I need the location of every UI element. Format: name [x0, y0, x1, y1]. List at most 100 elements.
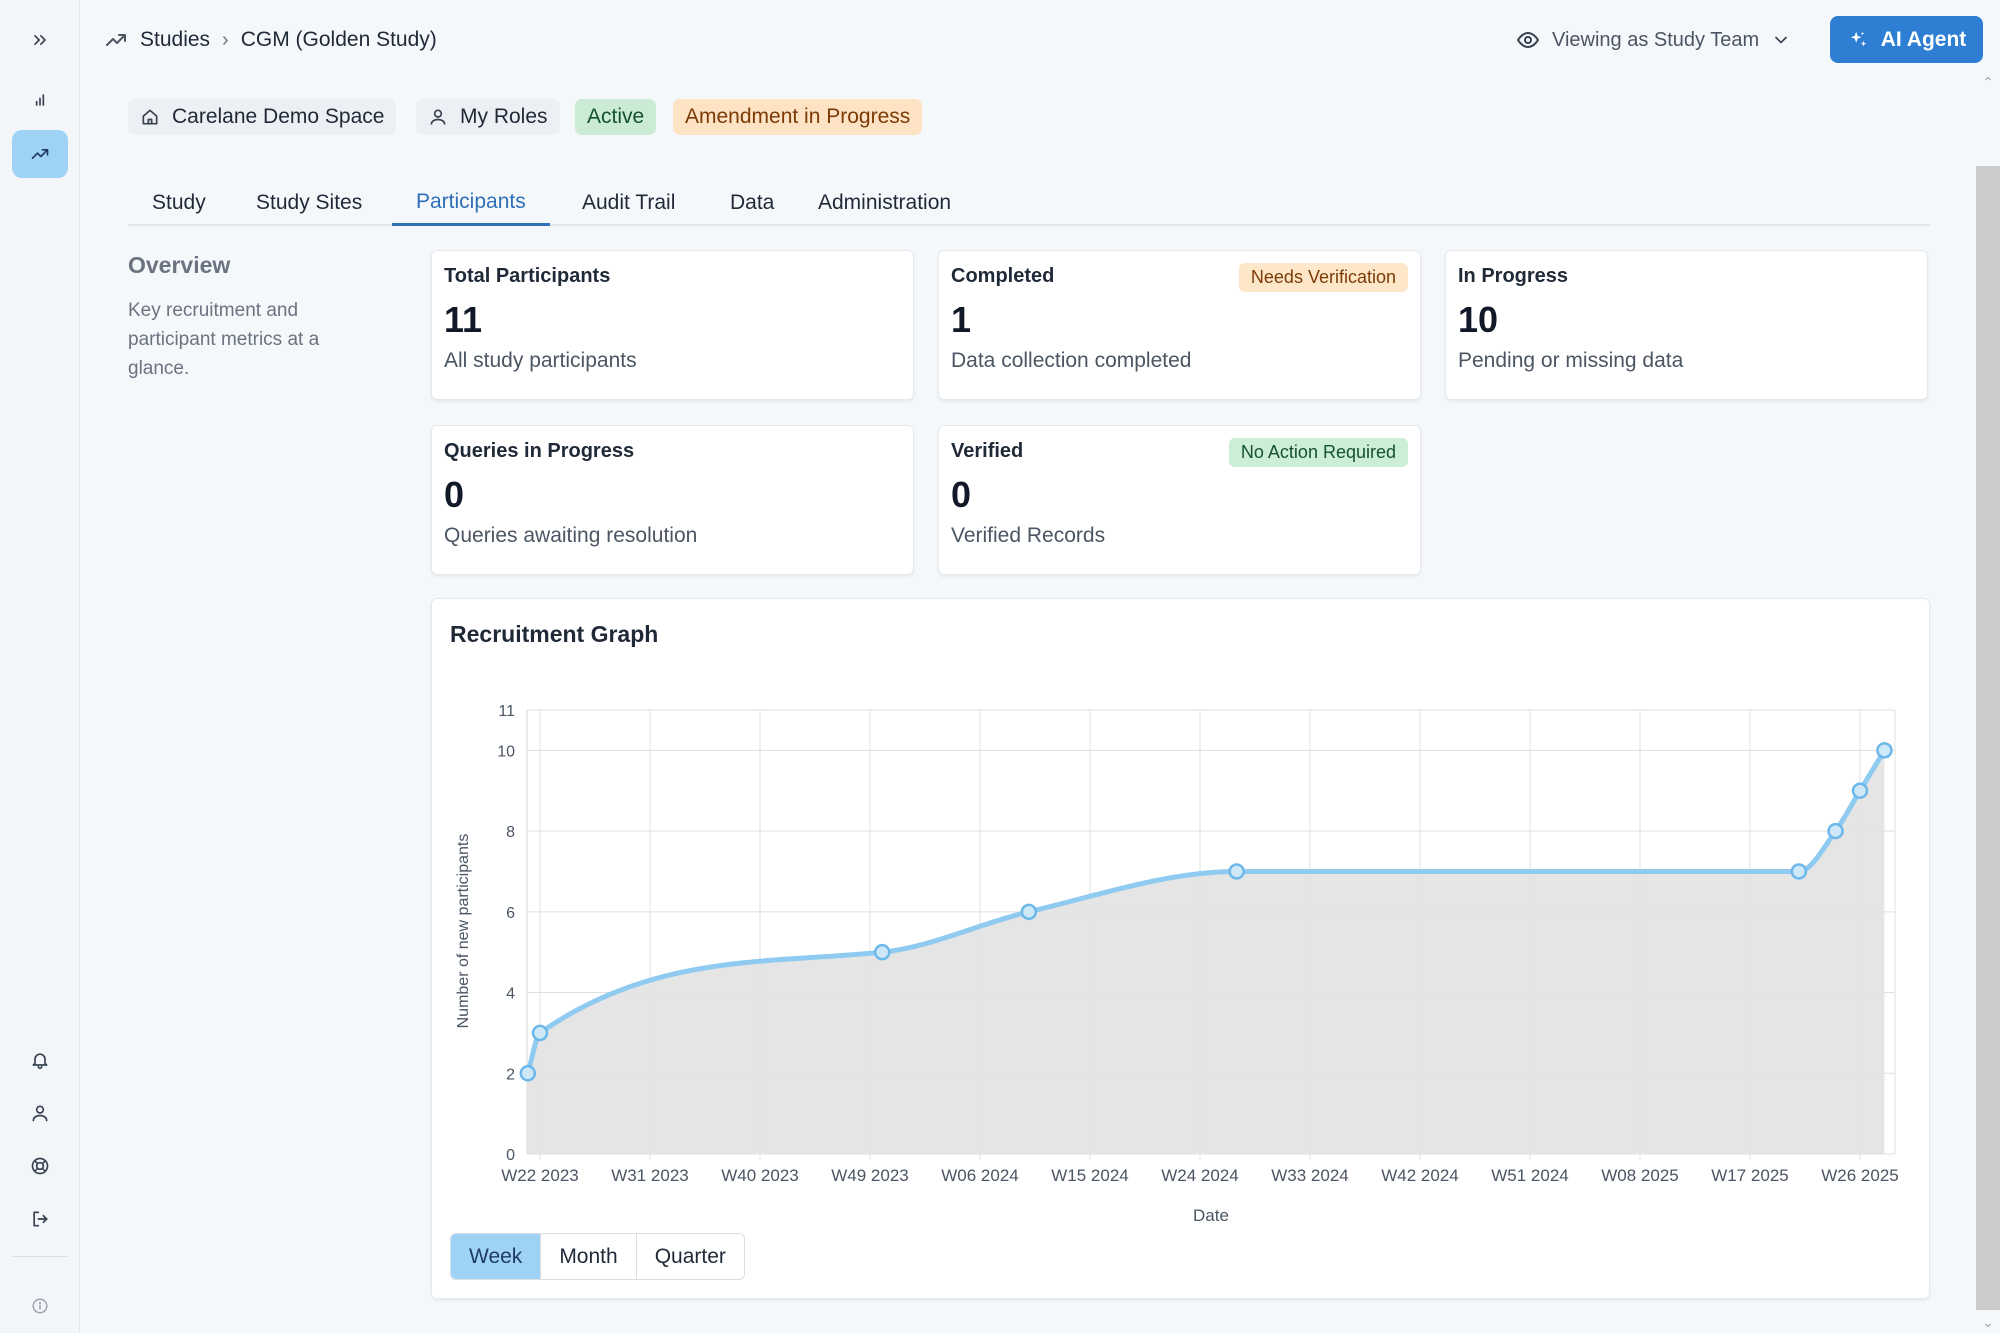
card-title: In Progress: [1458, 265, 1569, 287]
x-tick-label: W42 2024: [1381, 1166, 1459, 1185]
tab-study-sites[interactable]: Study Sites: [256, 191, 363, 214]
card-subtitle: Data collection completed: [951, 349, 1192, 372]
card-queries-in-progress: Queries in Progress 0 Queries awaiting r…: [431, 425, 914, 575]
card-value: 0: [444, 474, 465, 515]
data-point[interactable]: [1020, 903, 1038, 921]
range-month-button[interactable]: Month: [541, 1234, 637, 1279]
no-action-required-badge: No Action Required: [1228, 438, 1408, 467]
card-value: 1: [951, 299, 972, 340]
user-icon: [430, 109, 446, 125]
viewing-as-label: Viewing as Study Team: [1552, 28, 1760, 51]
logout-icon: [33, 1211, 48, 1227]
range-selector: Week Month Quarter: [450, 1233, 745, 1280]
nav-dashboard-button[interactable]: [12, 76, 68, 124]
bell-icon: [32, 1053, 48, 1070]
tab-participants[interactable]: Participants: [392, 180, 550, 226]
card-subtitle: Pending or missing data: [1458, 349, 1684, 372]
needs-verification-badge: Needs Verification: [1238, 263, 1408, 292]
notifications-button[interactable]: [12, 1036, 68, 1084]
y-tick-label: 6: [506, 905, 515, 922]
sparkles-icon: [1850, 31, 1866, 46]
card-subtitle: Queries awaiting resolution: [444, 524, 698, 547]
status-badge: Active: [575, 99, 657, 135]
data-point[interactable]: [519, 1065, 537, 1082]
tab-administration[interactable]: Administration: [818, 191, 952, 214]
data-point[interactable]: [1876, 742, 1893, 759]
data-point[interactable]: [1790, 863, 1808, 880]
workspace-label: Carelane Demo Space: [172, 105, 385, 128]
card-value: 0: [951, 474, 972, 515]
data-point[interactable]: [531, 1024, 549, 1042]
tab-data[interactable]: Data: [730, 191, 775, 214]
range-week-button[interactable]: Week: [451, 1234, 542, 1279]
user-icon: [32, 1105, 48, 1122]
y-tick-label: 8: [506, 824, 515, 841]
home-icon: [142, 109, 158, 125]
breadcrumb: Studies › CGM (Golden Study): [104, 24, 437, 56]
y-tick-label: 2: [506, 1066, 515, 1083]
logout-button[interactable]: [12, 1195, 68, 1243]
x-tick-label: W17 2025: [1711, 1166, 1789, 1185]
ai-agent-button[interactable]: AI Agent: [1830, 16, 1983, 63]
card-title: Completed: [951, 265, 1055, 287]
x-tick-label: W33 2024: [1271, 1166, 1349, 1185]
card-completed: Completed Needs Verification 1 Data coll…: [938, 250, 1421, 400]
chevron-down-icon: [1775, 36, 1788, 44]
lifebuoy-icon: [31, 1157, 49, 1175]
data-point[interactable]: [873, 943, 891, 961]
my-roles-pill[interactable]: My Roles: [416, 99, 560, 135]
x-tick-label: W06 2024: [941, 1166, 1019, 1185]
x-tick-label: W49 2023: [831, 1166, 909, 1185]
expand-sidebar-button[interactable]: [12, 16, 68, 64]
scrollbar-thumb[interactable]: [1976, 166, 2000, 1310]
y-tick-label: 0: [506, 1147, 515, 1164]
amendment-label: Amendment in Progress: [685, 105, 911, 128]
card-title: Verified: [951, 440, 1024, 462]
x-tick-label: W08 2025: [1601, 1166, 1679, 1185]
nav-studies-button[interactable]: [12, 130, 68, 178]
card-title: Queries in Progress: [444, 440, 635, 462]
scroll-up-arrow[interactable]: ⌃: [1982, 74, 1994, 90]
x-axis-ticks: W22 2023 W31 2023 W40 2023 W49 2023 W06 2024…: [501, 1166, 1899, 1185]
ai-agent-label: AI Agent: [1880, 27, 1967, 51]
tab-bar: Study Study Sites Participants Audit Tra…: [128, 180, 1930, 226]
workspace-pill[interactable]: Carelane Demo Space: [128, 99, 397, 135]
y-tick-label: 11: [498, 703, 515, 720]
info-button[interactable]: [12, 1282, 68, 1330]
card-subtitle: All study participants: [444, 349, 637, 372]
data-point[interactable]: [1851, 782, 1869, 799]
scroll-down-arrow[interactable]: ⌄: [1982, 1314, 1994, 1330]
x-tick-label: W51 2024: [1491, 1166, 1569, 1185]
status-label: Active: [587, 105, 645, 128]
x-tick-label: W24 2024: [1161, 1166, 1239, 1185]
data-point[interactable]: [1827, 822, 1844, 840]
breadcrumb-current: CGM (Golden Study): [240, 28, 437, 51]
info-icon: [32, 1298, 48, 1314]
trend-up-icon: [31, 149, 49, 159]
y-axis-label: Number of new participants: [455, 834, 472, 1029]
recruitment-graph-panel: 0 2 4 6 8 10 11 W22 2023 W31 2023 W40 2023 W49 20…: [431, 598, 1930, 1299]
chevron-right-icon: ›: [222, 28, 229, 51]
range-quarter-button[interactable]: Quarter: [636, 1234, 744, 1279]
x-tick-label: W26 2025: [1821, 1166, 1899, 1185]
overview-title: Overview: [128, 252, 231, 278]
card-value: 10: [1458, 299, 1499, 340]
eye-icon: [1516, 31, 1540, 49]
card-title: Total Participants: [444, 265, 611, 287]
x-tick-label: W15 2024: [1051, 1166, 1129, 1185]
bar-chart-icon: [35, 94, 45, 106]
rail-divider: [12, 1256, 68, 1257]
viewing-as-dropdown[interactable]: Viewing as Study Team: [1516, 24, 1791, 56]
data-point[interactable]: [1228, 863, 1245, 880]
card-verified: Verified No Action Required 0 Verified R…: [938, 425, 1421, 575]
y-tick-label: 4: [506, 986, 515, 1003]
x-tick-label: W22 2023: [501, 1166, 579, 1185]
my-roles-label: My Roles: [460, 105, 548, 128]
amendment-badge: Amendment in Progress: [673, 99, 923, 135]
profile-button[interactable]: [12, 1089, 68, 1137]
tab-study[interactable]: Study: [152, 191, 206, 214]
breadcrumb-studies-link[interactable]: Studies: [140, 28, 211, 51]
help-button[interactable]: [12, 1142, 68, 1190]
recruitment-chart: 0 2 4 6 8 10 11 W22 2023 W31 2023 W40 2023 W49 20…: [455, 703, 1899, 1225]
tab-audit-trail[interactable]: Audit Trail: [582, 191, 676, 214]
